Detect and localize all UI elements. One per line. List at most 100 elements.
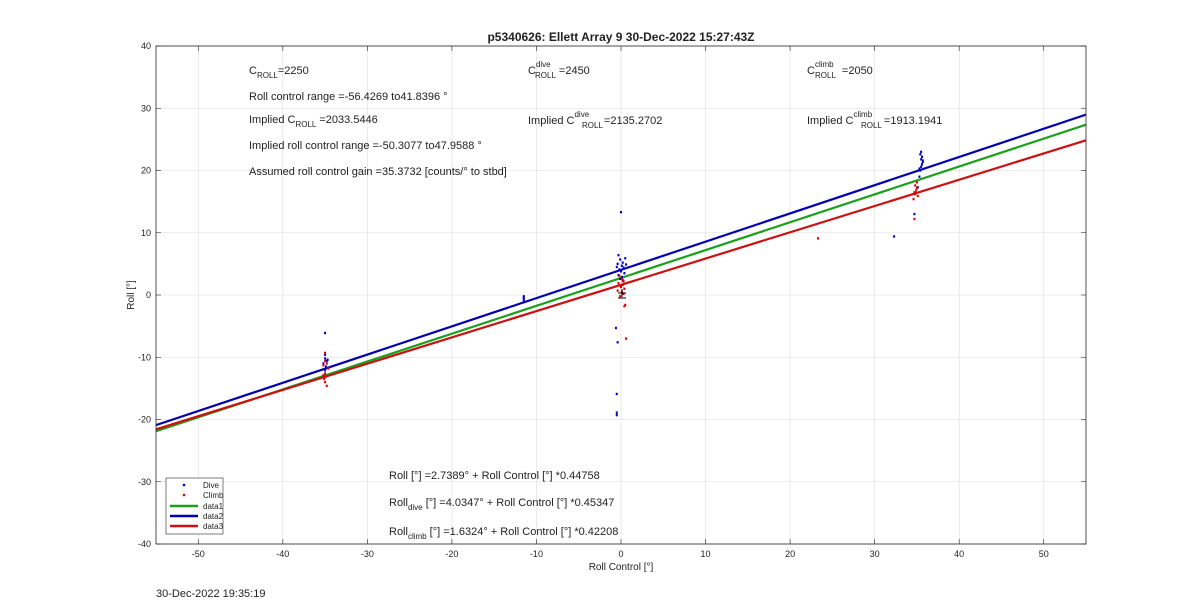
point-climb	[322, 374, 325, 377]
x-tick-label: -20	[445, 549, 458, 559]
point-dive	[622, 266, 625, 269]
point-climb	[616, 289, 619, 292]
point-climb	[617, 281, 620, 285]
fit-line-data2	[155, 113, 1087, 427]
legend: Dive Climb data1 data2 data3	[165, 477, 224, 535]
point-dive	[921, 159, 924, 162]
axis-ticks: -50 -40 -30 -20 -10 0 10 20 30 40 50 -40 -30 -20 -10 0 1…	[138, 41, 1086, 559]
point-climb	[323, 377, 326, 381]
point-climb	[913, 217, 916, 221]
point-climb	[325, 384, 328, 388]
point-climb	[914, 192, 917, 196]
point-climb	[623, 305, 626, 308]
point-dive	[620, 211, 622, 214]
legend-data3-label: data3	[203, 522, 224, 531]
y-tick-label: -10	[138, 352, 151, 362]
y-axis-label: Roll [°]	[126, 280, 137, 310]
implied-c-roll-annotation: Implied CROLL =2033.5446	[249, 114, 378, 129]
y-tick-label: 30	[141, 103, 151, 113]
point-dive	[918, 167, 921, 170]
origin-markers	[618, 289, 626, 299]
point-climb	[913, 191, 916, 194]
point-dive	[919, 169, 922, 172]
y-tick-label: 0	[146, 290, 151, 300]
point-dive	[619, 258, 622, 261]
legend-dive-label: Dive	[203, 481, 220, 490]
point-climb	[912, 197, 915, 201]
point-dive	[324, 357, 327, 360]
point-climb	[327, 367, 330, 370]
point-climb	[915, 186, 918, 190]
point-dive	[614, 326, 617, 330]
point-climb	[621, 283, 624, 287]
fit-equation-all: Roll [°] =2.7389° + Roll Control [°] *0.…	[389, 470, 600, 482]
point-dive	[522, 296, 525, 299]
x-tick-label: -10	[530, 549, 543, 559]
point-dive	[618, 268, 621, 271]
x-tick-label: 30	[870, 549, 880, 559]
plot-frame	[155, 45, 1087, 545]
point-dive	[624, 257, 627, 260]
point-dive	[619, 277, 622, 281]
point-dive	[920, 163, 923, 166]
y-tick-label: -30	[138, 477, 151, 487]
point-dive	[326, 358, 329, 361]
point-climb	[816, 237, 819, 240]
point-climb	[619, 295, 622, 298]
point-dive	[324, 353, 327, 356]
point-dive	[324, 365, 327, 368]
fit-equation-climb: Rollclimb [°] =1.6324° + Roll Control [°…	[389, 526, 618, 541]
point-dive	[919, 153, 922, 156]
point-dive	[621, 261, 624, 264]
point-dive	[913, 212, 916, 216]
x-tick-label: -50	[192, 549, 205, 559]
point-dive	[920, 158, 923, 161]
point-dive	[625, 263, 628, 266]
point-dive	[615, 392, 618, 396]
fit-equation-dive: Rolldive [°] =4.0347° + Roll Control [°]…	[389, 497, 614, 512]
point-climb	[915, 181, 918, 184]
point-climb	[624, 303, 627, 307]
x-tick-label: 50	[1039, 549, 1049, 559]
x-tick-label: -30	[361, 549, 374, 559]
point-climb	[325, 362, 328, 365]
y-tick-label: 40	[141, 41, 151, 51]
implied-c-roll-dive-annotation: Implied Cdive ROLL=2135.2702	[528, 110, 662, 130]
point-climb	[620, 277, 623, 281]
point-climb	[324, 372, 327, 375]
implied-roll-range-annotation: Implied roll control range =-50.3077 to4…	[249, 140, 482, 152]
point-climb	[621, 278, 624, 282]
point-dive	[893, 235, 896, 238]
data-points	[322, 150, 924, 417]
point-climb	[322, 364, 325, 367]
point-climb	[915, 189, 918, 192]
x-axis-label: Roll Control [°]	[589, 562, 654, 573]
print-timestamp: 30-Dec-2022 19:35:19	[156, 588, 266, 600]
point-climb	[324, 375, 327, 378]
point-dive	[620, 270, 622, 273]
point-dive	[324, 369, 327, 372]
y-tick-label: 20	[141, 166, 151, 176]
point-dive	[522, 297, 525, 300]
roll-control-range-annotation: Roll control range =-56.4269 to41.8396 °	[249, 91, 448, 103]
x-tick-label: 10	[701, 549, 711, 559]
point-dive	[620, 264, 623, 267]
legend-climb-label: Climb	[203, 491, 224, 500]
point-dive	[620, 275, 623, 279]
point-climb	[324, 351, 327, 355]
point-climb	[914, 184, 917, 187]
chart-title: p5340626: Ellett Array 9 30-Dec-2022 15:…	[487, 30, 754, 44]
point-climb	[625, 337, 628, 340]
point-dive	[617, 253, 620, 257]
point-dive	[918, 175, 921, 178]
point-dive	[921, 160, 924, 163]
point-climb	[916, 194, 919, 198]
implied-c-roll-climb-annotation: Implied Cclimb ROLL =1913.1941	[807, 110, 942, 130]
roll-gain-annotation: Assumed roll control gain =35.3732 [coun…	[249, 166, 507, 178]
point-dive	[522, 295, 525, 298]
point-climb	[620, 285, 622, 289]
y-tick-label: 10	[141, 228, 151, 238]
point-dive	[324, 331, 327, 335]
c-roll-annotation: CROLL=2250	[249, 65, 309, 80]
